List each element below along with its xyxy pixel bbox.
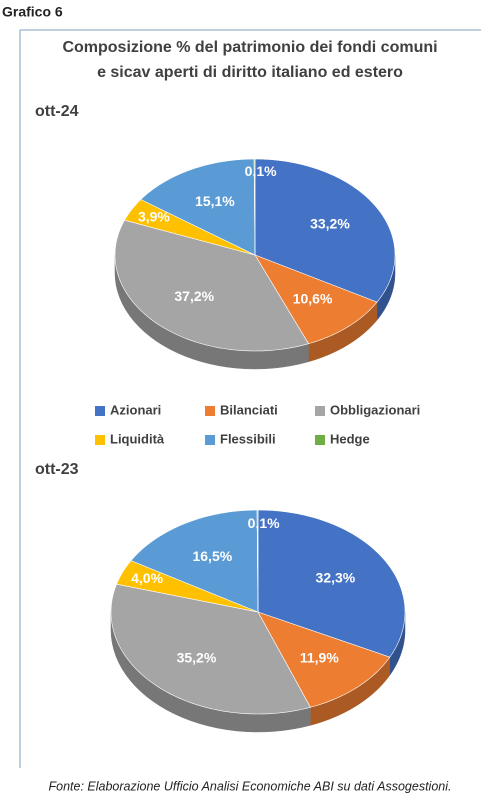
- legend-label: Flessibili: [220, 431, 276, 446]
- pie-slice: [124, 199, 256, 256]
- header: Grafico 6: [2, 4, 63, 20]
- pie-title: ott-24: [35, 103, 79, 120]
- legend-swatch: [95, 435, 105, 445]
- legend-label: Liquidità: [110, 431, 165, 446]
- data-label: 3,9%: [138, 208, 170, 224]
- legend-label: Hedge: [330, 431, 370, 446]
- data-label: 11,9%: [300, 649, 339, 665]
- pie-slice: [257, 509, 406, 658]
- data-label: 0,1%: [248, 515, 280, 531]
- footer: Fonte: Elaborazione Ufficio Analisi Econ…: [49, 779, 452, 793]
- pie-slice: [130, 509, 259, 613]
- pie-slice: [114, 219, 309, 352]
- legend-label: Obbligazionari: [330, 402, 420, 417]
- pie-slice: [254, 158, 396, 303]
- legend-swatch: [315, 406, 325, 416]
- legend-swatch: [205, 435, 215, 445]
- title: e sicav aperti di diritto italiano ed es…: [97, 64, 403, 81]
- data-label: 15,1%: [195, 193, 235, 209]
- data-label: 10,6%: [293, 290, 333, 306]
- legend-swatch: [205, 406, 215, 416]
- data-label: 33,2%: [310, 216, 350, 232]
- legend-swatch: [315, 435, 325, 445]
- pie-slice: [257, 611, 391, 708]
- legend-swatch: [95, 406, 105, 416]
- pie-title: ott-23: [35, 461, 79, 478]
- title: Composizione % del patrimonio dei fondi …: [62, 39, 437, 56]
- pie-slice: [140, 158, 256, 256]
- data-label: 0,1%: [245, 163, 277, 179]
- data-label: 35,2%: [177, 649, 217, 665]
- pie-slice: [116, 560, 259, 613]
- data-label: 4,0%: [131, 570, 163, 586]
- data-label: 32,3%: [316, 569, 356, 585]
- pie-slice: [254, 254, 378, 345]
- frame: [19, 29, 481, 768]
- pie-slice: [253, 158, 256, 256]
- legend-label: Bilanciati: [220, 402, 278, 417]
- data-label: 37,2%: [174, 288, 214, 304]
- pie-slice: [110, 583, 311, 715]
- pie-slice: [256, 509, 259, 613]
- legend-label: Azionari: [110, 402, 161, 417]
- data-label: 16,5%: [192, 548, 232, 564]
